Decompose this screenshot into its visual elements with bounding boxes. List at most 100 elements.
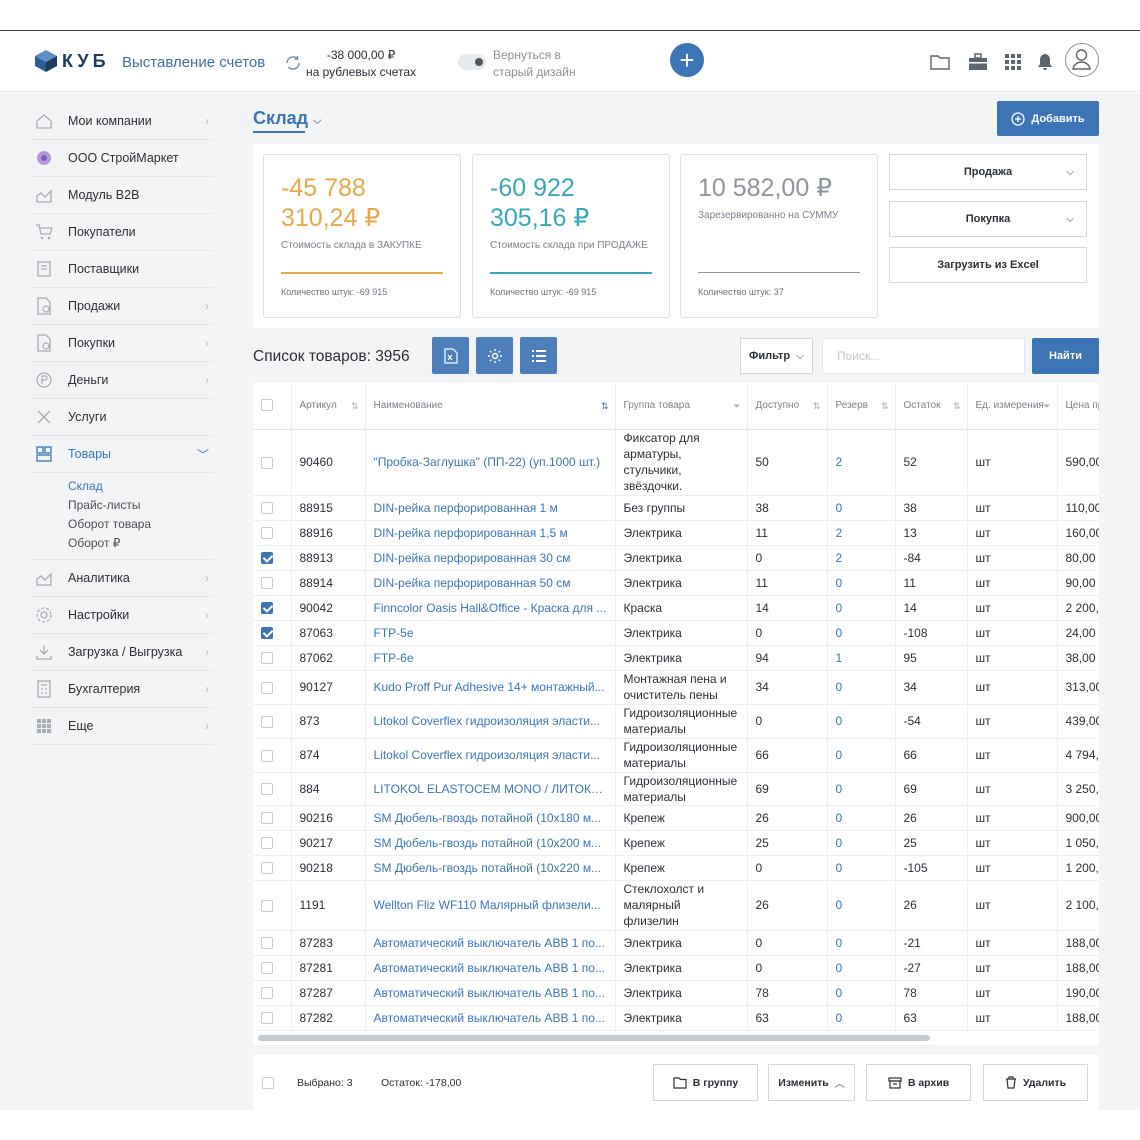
- row-checkbox[interactable]: [261, 812, 273, 825]
- cell-reserve-link[interactable]: 0: [827, 495, 896, 521]
- row-select-cell[interactable]: [253, 855, 292, 881]
- settings-button[interactable]: [476, 337, 513, 374]
- column-header-unit[interactable]: Ед. измерения ⏷: [967, 383, 1058, 430]
- bell-icon[interactable]: [1035, 52, 1055, 72]
- row-checkbox[interactable]: [261, 652, 273, 665]
- row-checkbox[interactable]: [261, 456, 273, 469]
- table-row[interactable]: 88914 DIN-рейка перфорированная 50 см Элек…: [253, 570, 1099, 596]
- select-all-checkbox[interactable]: [261, 399, 273, 412]
- row-checkbox[interactable]: [261, 862, 273, 875]
- table-row[interactable]: 88916 DIN-рейка перфорированная 1,5 м Элек…: [253, 520, 1099, 546]
- table-row[interactable]: 87282 Автоматический выключатель ABB 1 по…: [253, 1005, 1099, 1031]
- table-row[interactable]: 874 Litokol Coverflex гидроизоляция эласт…: [253, 738, 1099, 773]
- cell-name-link[interactable]: Wellton Fliz WF110 Малярный флизели...: [365, 880, 616, 931]
- cell-reserve-link[interactable]: 2: [827, 429, 896, 496]
- cell-name-link[interactable]: "Пробка-Заглушка" (ПП-22) (уп.1000 шт.): [365, 429, 616, 496]
- sidebar-item[interactable]: Бухгалтерия ›: [30, 671, 213, 708]
- cell-name-link[interactable]: LITOKOL ELASTOCEM MONO / ЛИТОКОЛ ...: [365, 772, 616, 806]
- table-row[interactable]: 87063 FTP-5e Электрика 0 0 -108 шт 24,00: [253, 620, 1099, 646]
- row-select-cell[interactable]: [253, 570, 292, 596]
- table-row[interactable]: 873 Litokol Coverflex гидроизоляция эласт…: [253, 704, 1099, 739]
- find-button[interactable]: Найти: [1032, 338, 1099, 374]
- row-select-cell[interactable]: [253, 805, 292, 831]
- sidebar-item[interactable]: Товары ﹀: [30, 436, 213, 473]
- table-row[interactable]: 87062 FTP-6e Электрика 94 1 95 шт 38,00: [253, 645, 1099, 671]
- row-checkbox[interactable]: [261, 627, 273, 640]
- cell-name-link[interactable]: Автоматический выключатель ABB 1 по...: [365, 955, 616, 981]
- table-row[interactable]: 90127 Kudo Proff Pur Adhesive 14+ монтажн…: [253, 670, 1099, 705]
- sidebar-subitem[interactable]: Оборот товара: [68, 517, 152, 531]
- change-button[interactable]: Изменить ︿: [768, 1064, 855, 1101]
- row-select-cell[interactable]: [253, 495, 292, 521]
- row-checkbox[interactable]: [261, 577, 273, 590]
- excel-export-button[interactable]: [432, 337, 469, 374]
- table-row[interactable]: 90216 SM Дюбель-гвоздь потайной (10x180 м…: [253, 805, 1099, 831]
- sidebar-subitem[interactable]: Оборот ₽: [68, 536, 121, 550]
- balance-widget[interactable]: -38 000,00 ₽ на рублевых счетах: [306, 47, 416, 81]
- row-select-cell[interactable]: [253, 670, 292, 705]
- sidebar-item[interactable]: Настройки ›: [30, 597, 213, 634]
- sidebar-item[interactable]: Мои компании ›: [30, 103, 213, 140]
- column-header-rest[interactable]: Остаток ⇅: [895, 383, 968, 430]
- row-select-cell[interactable]: [253, 830, 292, 856]
- row-select-cell[interactable]: [253, 620, 292, 646]
- sidebar-item[interactable]: Поставщики: [30, 251, 213, 288]
- cell-name-link[interactable]: SM Дюбель-гвоздь потайной (10x220 м...: [365, 855, 616, 881]
- select-all-header[interactable]: [253, 383, 292, 430]
- delete-button[interactable]: Удалить: [983, 1064, 1088, 1101]
- table-row[interactable]: 87283 Автоматический выключатель ABB 1 по…: [253, 930, 1099, 956]
- sidebar-subitem[interactable]: Склад: [68, 479, 103, 493]
- row-select-cell[interactable]: [253, 772, 292, 806]
- cell-reserve-link[interactable]: 0: [827, 570, 896, 596]
- cell-name-link[interactable]: DIN-рейка перфорированная 50 см: [365, 570, 616, 596]
- row-select-cell[interactable]: [253, 545, 292, 571]
- cell-name-link[interactable]: Автоматический выключатель ABB 1 по...: [365, 1005, 616, 1031]
- row-checkbox[interactable]: [261, 962, 273, 975]
- to-group-button[interactable]: В группу: [653, 1064, 758, 1101]
- cell-reserve-link[interactable]: 0: [827, 670, 896, 705]
- search-input[interactable]: [822, 338, 1025, 374]
- row-checkbox[interactable]: [261, 681, 273, 694]
- sidebar-item[interactable]: Модуль B2B: [30, 177, 213, 214]
- sidebar-item[interactable]: Еще ›: [30, 708, 213, 745]
- cell-name-link[interactable]: Finncolor Oasis Hall&Office - Краска для…: [365, 595, 616, 621]
- briefcase-icon[interactable]: [968, 52, 988, 72]
- refresh-icon[interactable]: [284, 54, 302, 72]
- page-title[interactable]: Склад ⌵: [253, 108, 321, 129]
- cell-reserve-link[interactable]: 0: [827, 805, 896, 831]
- cell-reserve-link[interactable]: 0: [827, 1005, 896, 1031]
- logo[interactable]: КУБ: [34, 49, 110, 73]
- folder-icon[interactable]: [930, 52, 950, 72]
- cell-reserve-link[interactable]: 0: [827, 772, 896, 806]
- row-checkbox[interactable]: [261, 749, 273, 762]
- row-checkbox[interactable]: [261, 527, 273, 540]
- cell-name-link[interactable]: SM Дюбель-гвоздь потайной (10x200 м...: [365, 830, 616, 856]
- cell-reserve-link[interactable]: 0: [827, 704, 896, 739]
- row-checkbox[interactable]: [261, 552, 273, 565]
- table-row[interactable]: 90460 "Пробка-Заглушка" (ПП-22) (уп.1000 …: [253, 429, 1099, 496]
- table-row[interactable]: 884 LITOKOL ELASTOCEM MONO / ЛИТОКОЛ ... Г…: [253, 772, 1099, 806]
- sidebar-item[interactable]: Покупки ›: [30, 325, 213, 362]
- cell-name-link[interactable]: Автоматический выключатель ABB 1 по...: [365, 930, 616, 956]
- quick-add-button[interactable]: +: [670, 43, 704, 77]
- table-row[interactable]: 87281 Автоматический выключатель ABB 1 по…: [253, 955, 1099, 981]
- cell-reserve-link[interactable]: 0: [827, 880, 896, 931]
- columns-button[interactable]: [520, 337, 557, 374]
- row-checkbox[interactable]: [261, 783, 273, 796]
- row-checkbox[interactable]: [261, 987, 273, 1000]
- column-header-reserve[interactable]: Резерв ⇅: [827, 383, 896, 430]
- table-row[interactable]: 1191 Wellton Fliz WF110 Малярный флизели.…: [253, 880, 1099, 931]
- apps-grid-icon[interactable]: [1003, 52, 1023, 72]
- sidebar-item[interactable]: Продажи ›: [30, 288, 213, 325]
- column-header-available[interactable]: Доступно ⇅: [747, 383, 828, 430]
- table-row[interactable]: 88915 DIN-рейка перфорированная 1 м Без гр…: [253, 495, 1099, 521]
- cell-name-link[interactable]: Litokol Coverflex гидроизоляция эласти..…: [365, 704, 616, 739]
- cell-reserve-link[interactable]: 0: [827, 620, 896, 646]
- row-select-cell[interactable]: [253, 880, 292, 931]
- column-header-price[interactable]: Цена прода: [1057, 383, 1099, 430]
- row-select-cell[interactable]: [253, 955, 292, 981]
- row-select-cell[interactable]: [253, 980, 292, 1006]
- cell-name-link[interactable]: Kudo Proff Pur Adhesive 14+ монтажный...: [365, 670, 616, 705]
- row-select-cell[interactable]: [253, 704, 292, 739]
- row-checkbox[interactable]: [261, 715, 273, 728]
